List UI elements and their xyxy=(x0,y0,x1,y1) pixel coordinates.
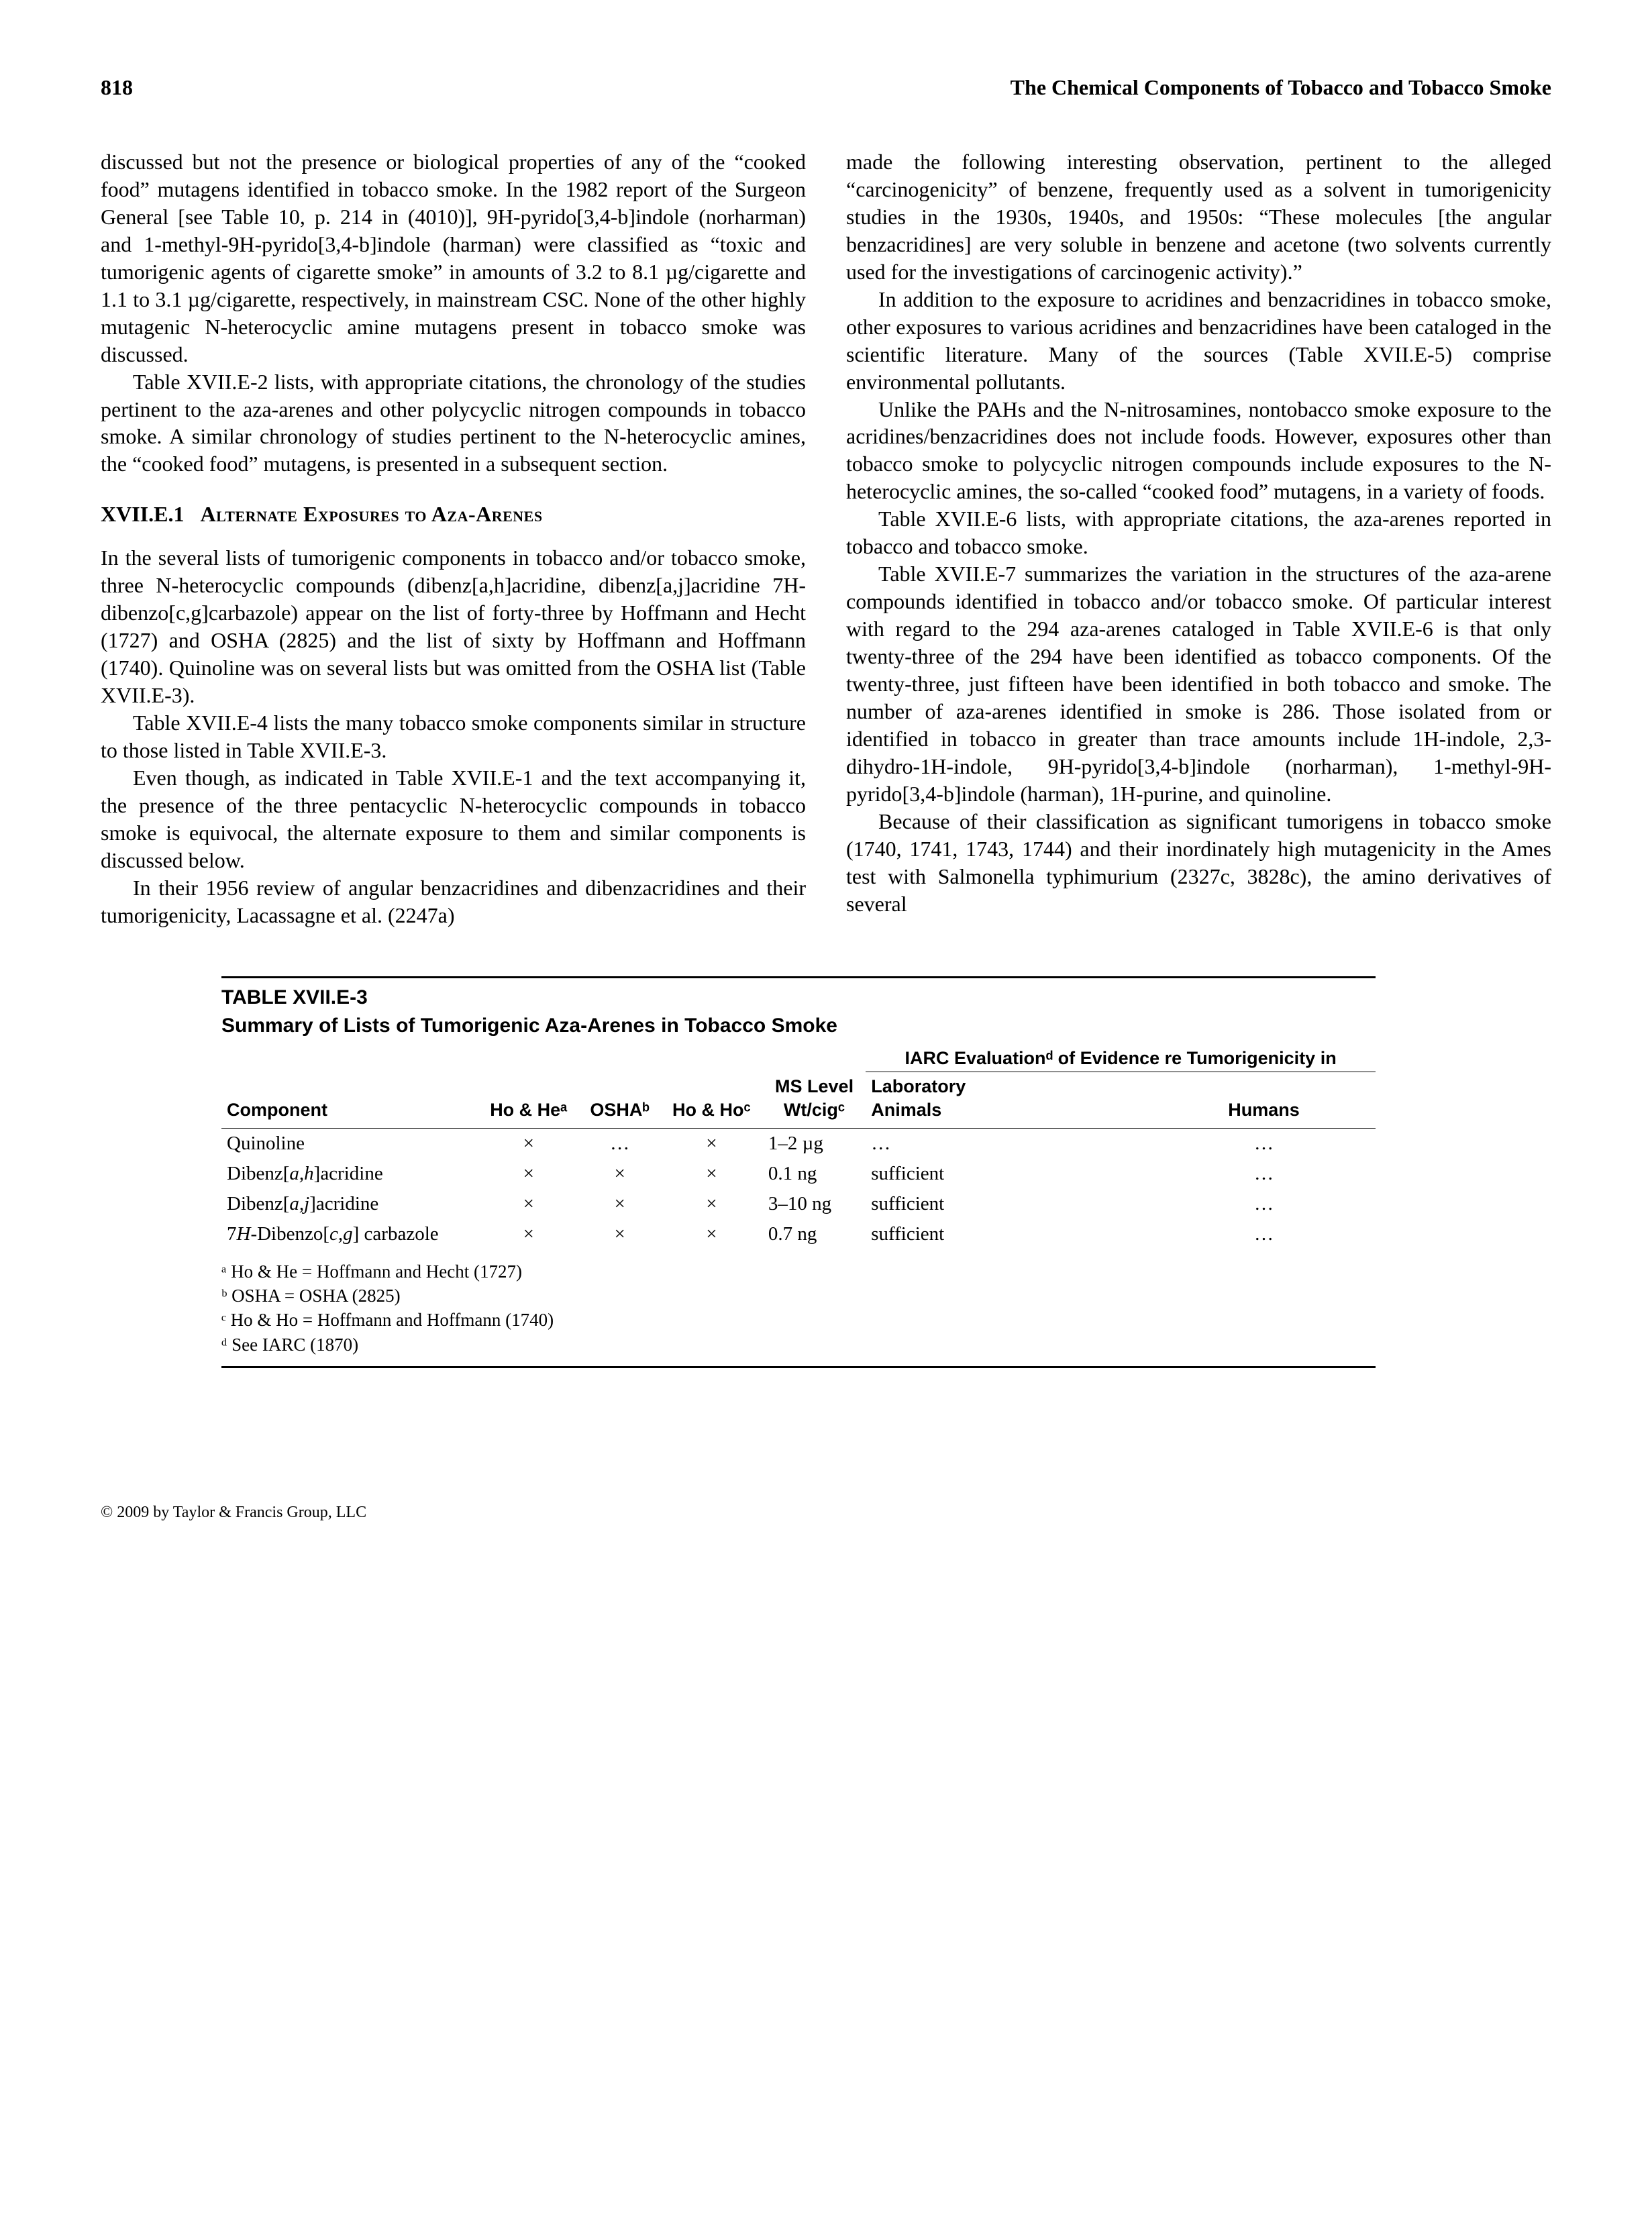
table-cell: sufficient xyxy=(866,1219,1152,1249)
table-row: Dibenz[a,h]acridine×××0.1 ngsufficient… xyxy=(221,1159,1376,1189)
col-header: OSHAᵇ xyxy=(579,1044,660,1128)
table-cell: … xyxy=(1152,1129,1376,1159)
paragraph: Table XVII.E-6 lists, with appropriate c… xyxy=(846,505,1551,560)
footnote: ᶜ Ho & Ho = Hoffmann and Hoffmann (1740) xyxy=(221,1308,1376,1332)
body-text: discussed but not the presence or biolog… xyxy=(101,148,1551,929)
footnote: ᵈ See IARC (1870) xyxy=(221,1333,1376,1357)
table-cell: × xyxy=(660,1189,763,1219)
table-cell: × xyxy=(660,1159,763,1189)
paragraph: Unlike the PAHs and the N-nitrosamines, … xyxy=(846,396,1551,506)
table-cell: × xyxy=(478,1189,579,1219)
paragraph: Table XVII.E-4 lists the many tobacco sm… xyxy=(101,709,806,764)
table-cell: × xyxy=(579,1219,660,1249)
table-label: TABLE XVII.E-3 xyxy=(221,985,1376,1010)
table-cell: × xyxy=(478,1129,579,1159)
left-column: discussed but not the presence or biolog… xyxy=(101,148,806,929)
table-cell: × xyxy=(579,1189,660,1219)
table-cell: sufficient xyxy=(866,1159,1152,1189)
paragraph: Because of their classification as signi… xyxy=(846,808,1551,918)
table-cell: … xyxy=(1152,1189,1376,1219)
table-cell: × xyxy=(478,1219,579,1249)
col-header: MS Level Wt/cigᶜ xyxy=(763,1044,866,1128)
table-cell: × xyxy=(478,1159,579,1189)
col-header: Humans xyxy=(1152,1072,1376,1129)
table-cell: × xyxy=(660,1129,763,1159)
table-row: Dibenz[a,j]acridine×××3–10 ngsufficient… xyxy=(221,1189,1376,1219)
section-title: Alternate Exposures to Aza-Arenes xyxy=(200,501,542,528)
paragraph: Table XVII.E-2 lists, with appropriate c… xyxy=(101,368,806,478)
paragraph: In their 1956 review of angular benzacri… xyxy=(101,874,806,929)
paragraph: Table XVII.E-7 summarizes the variation … xyxy=(846,560,1551,808)
section-number: XVII.E.1 xyxy=(101,501,184,528)
paragraph: In addition to the exposure to acridines… xyxy=(846,286,1551,396)
table-cell: × xyxy=(660,1219,763,1249)
running-title: The Chemical Components of Tobacco and T… xyxy=(1011,74,1551,101)
table-cell: … xyxy=(866,1129,1152,1159)
paragraph: made the following interesting observati… xyxy=(846,148,1551,286)
table-cell: Quinoline xyxy=(221,1129,478,1159)
table-row: Quinoline×…×1–2 µg…… xyxy=(221,1129,1376,1159)
table-cell: Dibenz[a,j]acridine xyxy=(221,1189,478,1219)
paragraph: Even though, as indicated in Table XVII.… xyxy=(101,764,806,874)
page-number: 818 xyxy=(101,74,133,101)
table-cell: 0.1 ng xyxy=(763,1159,866,1189)
col-header: Component xyxy=(221,1044,478,1128)
table-cell: 1–2 µg xyxy=(763,1129,866,1159)
col-header-spanner: IARC Evaluationᵈ of Evidence re Tumorige… xyxy=(866,1044,1376,1072)
paragraph: discussed but not the presence or biolog… xyxy=(101,148,806,368)
data-table: Component Ho & Heᵃ OSHAᵇ Ho & Hoᶜ MS Lev… xyxy=(221,1044,1376,1249)
table-xvii-e-3: TABLE XVII.E-3 Summary of Lists of Tumor… xyxy=(221,976,1376,1369)
table-cell: … xyxy=(1152,1219,1376,1249)
table-cell: Dibenz[a,h]acridine xyxy=(221,1159,478,1189)
col-header: Ho & Hoᶜ xyxy=(660,1044,763,1128)
section-heading: XVII.E.1 Alternate Exposures to Aza-Aren… xyxy=(101,501,806,528)
footnote: ᵃ Ho & He = Hoffmann and Hecht (1727) xyxy=(221,1259,1376,1284)
footnote: ᵇ OSHA = OSHA (2825) xyxy=(221,1284,1376,1308)
table-row: 7H-Dibenzo[c,g] carbazole×××0.7 ngsuffic… xyxy=(221,1219,1376,1249)
running-header: 818 The Chemical Components of Tobacco a… xyxy=(101,74,1551,101)
table-cell: 3–10 ng xyxy=(763,1189,866,1219)
paragraph: In the several lists of tumorigenic comp… xyxy=(101,544,806,709)
table-cell: 0.7 ng xyxy=(763,1219,866,1249)
table-footnotes: ᵃ Ho & He = Hoffmann and Hecht (1727) ᵇ … xyxy=(221,1259,1376,1357)
right-column: made the following interesting observati… xyxy=(846,148,1551,929)
copyright: © 2009 by Taylor & Francis Group, LLC xyxy=(101,1502,1551,1523)
table-cell: sufficient xyxy=(866,1189,1152,1219)
table-cell: 7H-Dibenzo[c,g] carbazole xyxy=(221,1219,478,1249)
table-cell: × xyxy=(579,1159,660,1189)
table-cell: … xyxy=(579,1129,660,1159)
table-caption: Summary of Lists of Tumorigenic Aza-Aren… xyxy=(221,1013,1376,1039)
table-cell: … xyxy=(1152,1159,1376,1189)
col-header: Laboratory Animals xyxy=(866,1072,1152,1129)
col-header: Ho & Heᵃ xyxy=(478,1044,579,1128)
